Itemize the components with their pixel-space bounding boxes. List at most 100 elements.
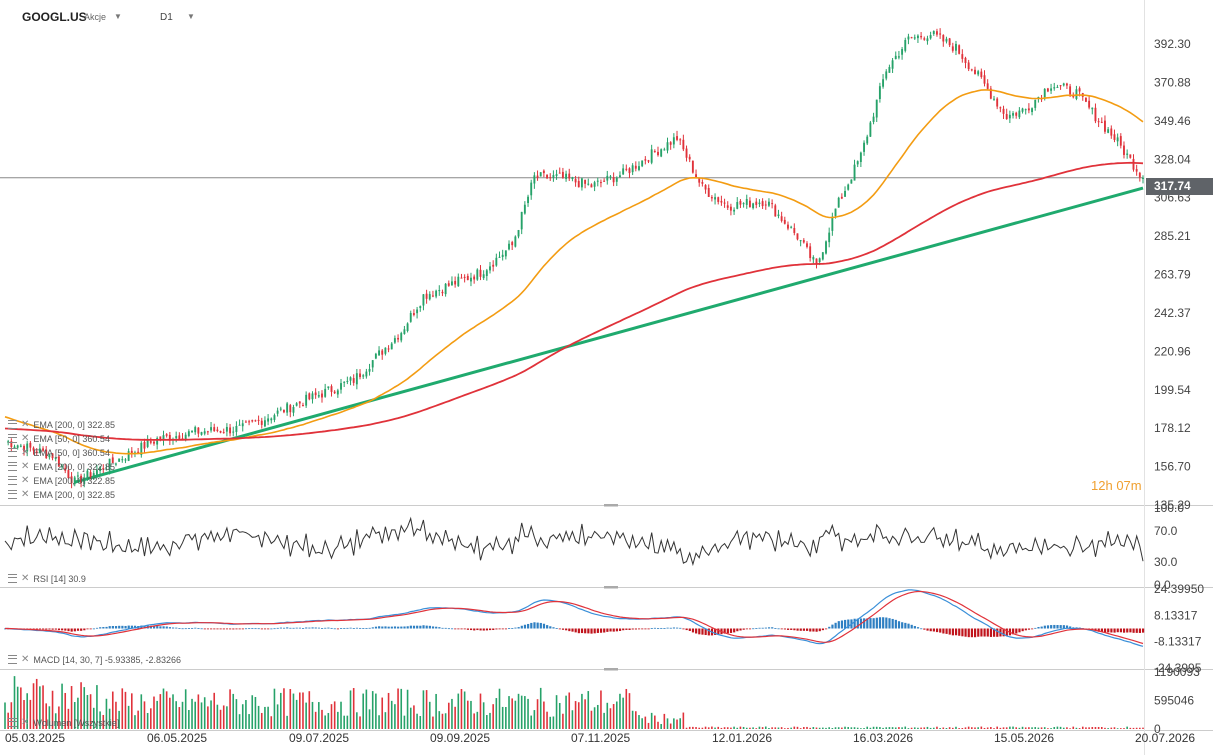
volume-bar xyxy=(714,727,716,729)
candle-body xyxy=(729,206,732,211)
candle-body xyxy=(1034,99,1037,108)
current-price-tag: 317.74 xyxy=(1146,178,1213,195)
rsi-label-row[interactable]: ✕ RSI [14] 30.9 xyxy=(8,573,86,584)
candle-body xyxy=(1024,109,1027,111)
candle-body xyxy=(666,142,669,151)
indicator-row[interactable]: ✕ EMA [200, 0] 322.85 xyxy=(8,475,115,486)
volume-bar xyxy=(422,690,425,729)
candle-body xyxy=(844,190,846,197)
candle-body xyxy=(343,381,346,383)
menu-icon[interactable] xyxy=(8,420,17,429)
candle-body xyxy=(787,224,789,229)
volume-bar xyxy=(273,688,276,729)
macd-histogram-bar xyxy=(1012,628,1015,635)
macd-histogram-bar xyxy=(175,627,178,629)
volume-bar xyxy=(146,713,149,729)
macd-histogram-bar xyxy=(406,626,409,629)
macd-histogram-bar xyxy=(929,628,932,632)
indicator-row[interactable]: ✕ EMA [50, 0] 360.54 xyxy=(8,433,110,444)
volume-bar xyxy=(771,727,773,729)
menu-icon[interactable] xyxy=(8,655,17,664)
volume-bar xyxy=(235,699,238,729)
macd-histogram-bar xyxy=(102,627,105,629)
symbol-dropdown-icon[interactable]: ▼ xyxy=(114,12,122,21)
indicator-row[interactable]: ✕ EMA [200, 0] 322.85 xyxy=(8,489,115,500)
menu-icon[interactable] xyxy=(8,718,17,727)
timeframe-dropdown-icon[interactable]: ▼ xyxy=(187,12,195,21)
candle-body xyxy=(663,149,666,151)
menu-icon[interactable] xyxy=(8,434,17,443)
macd-histogram-bar xyxy=(333,628,336,630)
volume-label-row[interactable]: ✕ Wolumen [Wszystkie] xyxy=(8,717,119,728)
menu-icon[interactable] xyxy=(8,476,17,485)
close-icon[interactable]: ✕ xyxy=(21,489,30,500)
close-icon[interactable]: ✕ xyxy=(21,573,30,584)
close-icon[interactable]: ✕ xyxy=(21,475,30,486)
macd-histogram-bar xyxy=(565,628,568,631)
candle-body xyxy=(254,420,257,422)
indicator-row[interactable]: ✕ EMA [200, 0] 322.85 xyxy=(8,419,115,430)
macd-histogram-bar xyxy=(29,628,32,630)
volume-bar xyxy=(593,707,596,729)
volume-bar xyxy=(165,691,168,729)
volume-bar xyxy=(359,716,361,729)
volume-bar xyxy=(514,700,517,729)
candle-body xyxy=(676,136,678,140)
macd-histogram-bar xyxy=(695,628,698,634)
volume-bar xyxy=(581,693,583,729)
volume-bar xyxy=(105,698,108,729)
volume-bar xyxy=(872,726,875,729)
volume-bar xyxy=(669,723,672,729)
candle-body xyxy=(355,373,358,385)
close-icon[interactable]: ✕ xyxy=(21,447,30,458)
macd-label-row[interactable]: ✕ MACD [14, 30, 7] -5.93385, -2.83266 xyxy=(8,654,181,665)
macd-histogram-bar xyxy=(441,627,444,629)
candle-body xyxy=(416,309,419,314)
macd-histogram-bar xyxy=(964,628,967,637)
candle-body xyxy=(720,200,723,203)
date-tick-label: 15.05.2026 xyxy=(994,731,1054,745)
close-icon[interactable]: ✕ xyxy=(21,717,30,728)
indicator-row[interactable]: ✕ EMA [50, 0] 360.54 xyxy=(8,447,110,458)
candle-body xyxy=(609,176,612,178)
volume-bar xyxy=(1094,727,1097,729)
macd-histogram-bar xyxy=(1072,627,1075,629)
candle-body xyxy=(454,280,457,285)
volume-bar xyxy=(948,727,951,729)
menu-icon[interactable] xyxy=(8,490,17,499)
candle-body xyxy=(932,31,935,34)
candle-body xyxy=(130,450,133,454)
macd-histogram-bar xyxy=(878,617,882,629)
macd-histogram-bar xyxy=(989,628,993,637)
volume-bar xyxy=(99,711,101,729)
candle-body xyxy=(875,99,878,118)
candle-body xyxy=(1018,110,1021,118)
candle-body xyxy=(213,427,216,432)
candle-body xyxy=(812,257,815,260)
macd-histogram-bar xyxy=(273,628,276,630)
volume-bar xyxy=(641,718,643,729)
menu-icon[interactable] xyxy=(8,462,17,471)
volume-bar xyxy=(289,689,292,729)
rsi-label: RSI [14] 30.9 xyxy=(33,573,86,584)
volume-bar xyxy=(32,683,35,729)
close-icon[interactable]: ✕ xyxy=(21,461,30,472)
indicator-row[interactable]: ✕ EMA [200, 0] 322.85 xyxy=(8,461,115,472)
candle-body xyxy=(298,401,301,404)
close-icon[interactable]: ✕ xyxy=(21,654,30,665)
symbol-label[interactable]: GOOGL.US xyxy=(22,10,87,24)
macd-histogram-bar xyxy=(542,623,546,629)
volume-bar xyxy=(929,727,932,729)
timeframe-label[interactable]: D1 xyxy=(160,12,173,23)
volume-pane: 1190093 595046 0 xyxy=(4,665,1200,736)
menu-icon[interactable] xyxy=(8,574,17,583)
macd-histogram-bar xyxy=(590,628,593,634)
close-icon[interactable]: ✕ xyxy=(21,433,30,444)
menu-icon[interactable] xyxy=(8,448,17,457)
rsi-tick-label: 0.0 xyxy=(1154,578,1171,592)
volume-bar xyxy=(308,691,311,729)
volume-bar xyxy=(536,699,539,729)
close-icon[interactable]: ✕ xyxy=(21,419,30,430)
